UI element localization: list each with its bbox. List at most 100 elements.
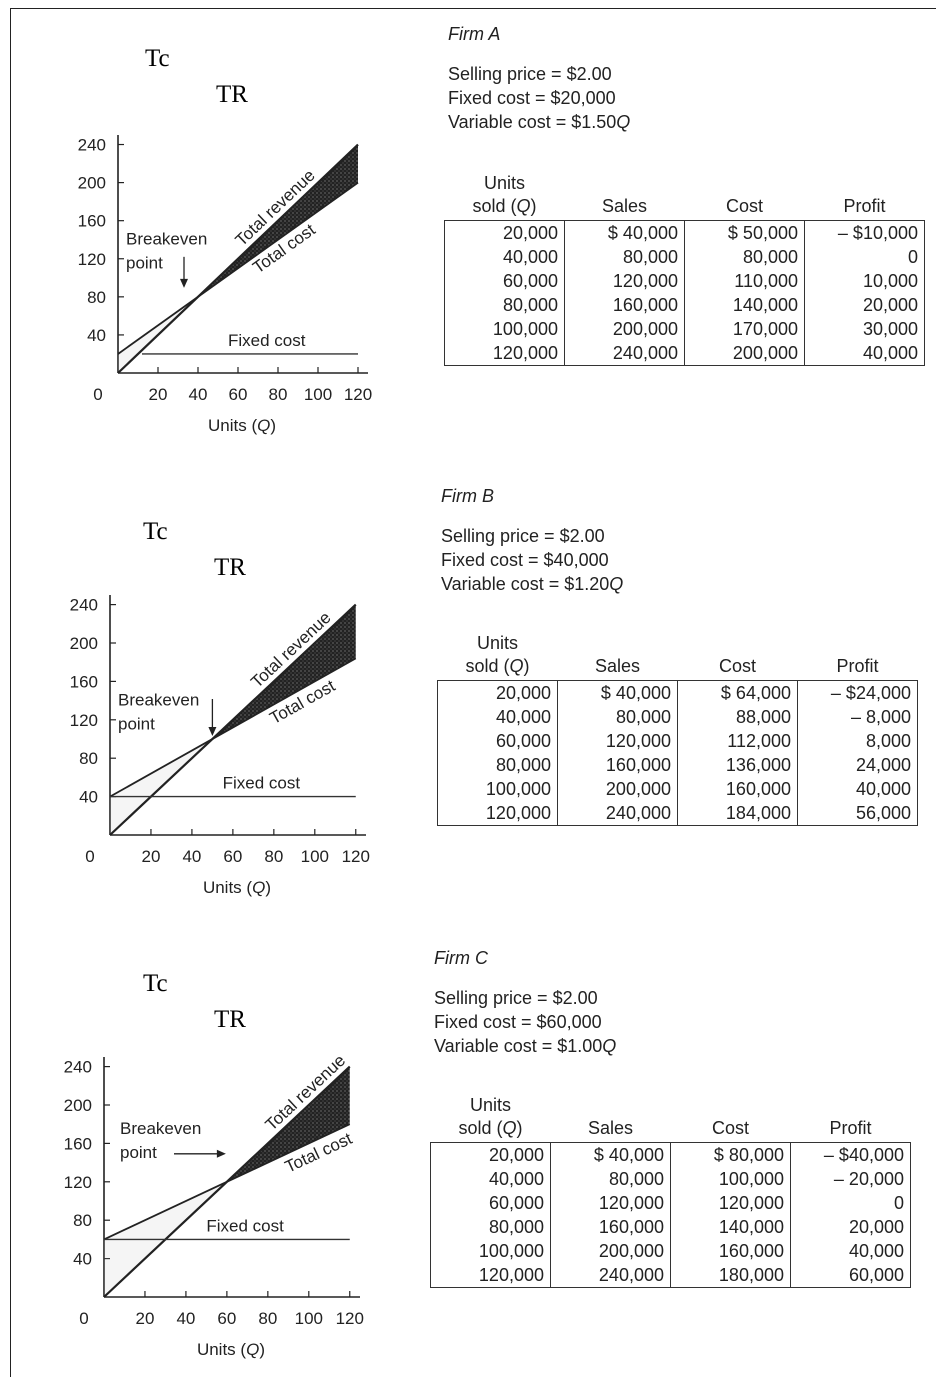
table-row: 60,000 120,000 120,000 0 <box>431 1191 911 1215</box>
table-cell: 170,000 <box>684 317 805 341</box>
table-cell: 120,000 <box>492 343 558 363</box>
table-cell: 40,000 <box>488 1169 544 1189</box>
y-tick-label: 80 <box>79 749 98 768</box>
fixed-cost: Fixed cost = $60,000 <box>434 1012 602 1032</box>
table-header: Units sold (Q) <box>465 633 530 676</box>
x-tick-label: 20 <box>149 385 168 404</box>
table-cell: 8,000 <box>797 729 918 753</box>
table-cell: 40,000 <box>502 247 558 267</box>
arrow-head <box>216 1149 226 1158</box>
table-row: 60,000 120,000 112,000 8,000 <box>438 729 918 753</box>
table-row: 100,000 200,000 170,000 30,000 <box>445 317 925 341</box>
table-cell: 100,000 <box>478 1241 544 1261</box>
table-header: Units sold (Q) <box>472 173 537 216</box>
table-cell: 80,000 <box>488 1217 544 1237</box>
x-tick-label: 20 <box>141 847 160 866</box>
tc-label: Tc <box>145 45 170 72</box>
table-cell: 80,000 <box>564 245 685 269</box>
table-cell: 110,000 <box>684 269 805 293</box>
table-cell: – $40,000 <box>790 1142 911 1167</box>
table-cell: 200,000 <box>557 777 678 801</box>
table-cell: 136,000 <box>677 753 798 777</box>
table-cell: 80,000 <box>495 755 551 775</box>
breakeven-label: Breakeven <box>126 229 207 248</box>
table-header: Sales <box>601 196 648 216</box>
table-cell: 184,000 <box>677 801 798 826</box>
table-cell: $ 40,000 <box>557 680 678 705</box>
table-cell: 120,000 <box>550 1191 671 1215</box>
firm-b-panel: Tc TR 40 80 120 160 200 240 0 20 40 60 80 100 120 Uni… <box>0 462 936 922</box>
table-header: Sales <box>594 656 641 676</box>
arrow-head <box>180 278 188 288</box>
y-tick-label: 240 <box>70 596 98 615</box>
y-tick-label: 80 <box>73 1211 92 1230</box>
fixed-cost-label: Fixed cost <box>223 774 301 793</box>
table-cell: 240,000 <box>557 801 678 826</box>
firm-name: Firm B <box>441 486 494 506</box>
table-row: 80,000 160,000 140,000 20,000 <box>445 293 925 317</box>
x-tick-label: 120 <box>336 1309 364 1328</box>
firm-b-info: Firm B Selling price = $2.00 Fixed cost … <box>441 484 623 596</box>
y-tick-label: 240 <box>78 136 106 155</box>
y-tick-label: 40 <box>79 788 98 807</box>
table-cell: 40,000 <box>804 341 925 366</box>
table-cell: 60,000 <box>502 271 558 291</box>
table-cell: 20,000 <box>488 1145 544 1165</box>
x-tick-label: 0 <box>93 385 102 404</box>
fixed-cost: Fixed cost = $40,000 <box>441 550 609 570</box>
table-cell: 40,000 <box>495 707 551 727</box>
table-cell: 112,000 <box>677 729 798 753</box>
table-row: 100,000 200,000 160,000 40,000 <box>431 1239 911 1263</box>
x-axis-label: Units (Q) <box>203 878 271 897</box>
table-cell: 160,000 <box>564 293 685 317</box>
total-cost-line <box>103 1123 351 1241</box>
y-tick-label: 120 <box>78 250 106 269</box>
table-row: 40,000 80,000 88,000– 8,000 <box>438 705 918 729</box>
x-tick-label: 20 <box>135 1309 154 1328</box>
firm-name: Firm C <box>434 948 488 968</box>
table-cell: 80,000 <box>557 705 678 729</box>
table-cell: 120,000 <box>670 1191 791 1215</box>
table-cell: 80,000 <box>502 295 558 315</box>
table-cell: 88,000 <box>677 705 798 729</box>
table-cell: 100,000 <box>670 1167 791 1191</box>
table-cell: 180,000 <box>670 1263 791 1288</box>
table-cell: – $24,000 <box>797 680 918 705</box>
table-cell: 10,000 <box>804 269 925 293</box>
y-tick-label: 200 <box>78 174 106 193</box>
x-tick-label: 60 <box>217 1309 236 1328</box>
table-cell: 160,000 <box>557 753 678 777</box>
table-header: Cost <box>725 196 763 216</box>
breakeven-label: point <box>118 714 155 733</box>
table-header: Sales <box>587 1118 634 1138</box>
firm-a-info: Firm A Selling price = $2.00 Fixed cost … <box>448 22 630 134</box>
x-tick-label: 100 <box>304 385 332 404</box>
page-frame <box>10 8 936 1377</box>
table-row: 40,000 80,000 100,000– 20,000 <box>431 1167 911 1191</box>
table-cell: 120,000 <box>564 269 685 293</box>
firm-c-info: Firm C Selling price = $2.00 Fixed cost … <box>434 946 616 1058</box>
selling-price: Selling price = $2.00 <box>434 988 598 1008</box>
x-tick-label: 80 <box>264 847 283 866</box>
table-row: 120,000 240,000 184,000 56,000 <box>438 801 918 826</box>
table-header: Cost <box>718 656 756 676</box>
firm-b-table: Units sold (Q) Sales Cost Profit 20,000 $ 40,0… <box>437 632 918 826</box>
firm-b-chart: 40 80 120 160 200 240 0 20 40 60 80 100 120 Units (Q)… <box>70 595 370 897</box>
x-tick-label: 60 <box>223 847 242 866</box>
x-tick-label: 40 <box>189 385 208 404</box>
table-cell: 60,000 <box>495 731 551 751</box>
x-tick-label: 40 <box>176 1309 195 1328</box>
table-cell: 100,000 <box>485 779 551 799</box>
firm-c-panel: Tc TR 40 80 120 160 200 240 0 20 40 60 80 100 120 Uni… <box>0 922 936 1382</box>
tr-label: TR <box>214 554 246 581</box>
table-cell: 160,000 <box>550 1215 671 1239</box>
breakeven-label: point <box>120 1143 157 1162</box>
table-cell: 140,000 <box>684 293 805 317</box>
fixed-cost: Fixed cost = $20,000 <box>448 88 616 108</box>
x-tick-label: 60 <box>229 385 248 404</box>
table-cell: 40,000 <box>797 777 918 801</box>
y-tick-label: 120 <box>64 1173 92 1192</box>
x-tick-label: 80 <box>269 385 288 404</box>
table-cell: 56,000 <box>797 801 918 826</box>
table-row: 120,000 240,000 180,000 60,000 <box>431 1263 911 1288</box>
